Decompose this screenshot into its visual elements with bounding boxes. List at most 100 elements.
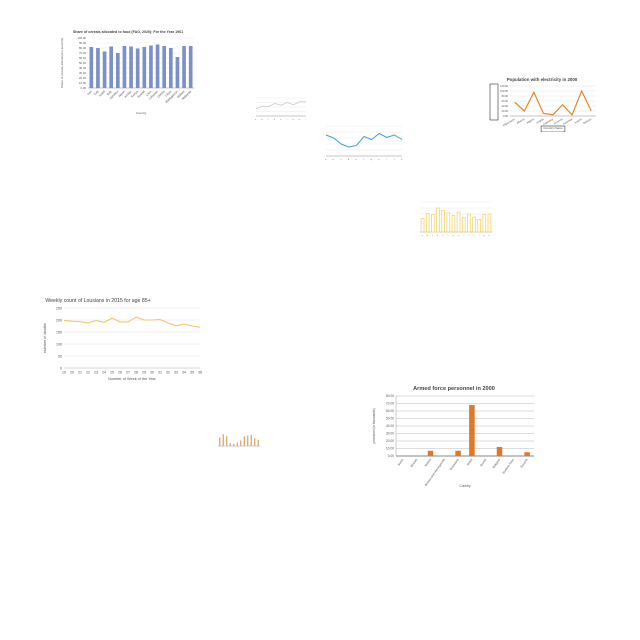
bar [142, 47, 147, 88]
y-tick-label: 90.00 [79, 41, 86, 45]
bar [496, 447, 503, 456]
bar [222, 434, 224, 446]
bar [233, 443, 235, 446]
x-tick-label: Italy [106, 89, 113, 96]
bar [155, 44, 160, 88]
y-tick-label: 40.00 [79, 66, 86, 70]
x-tick-label: c [340, 159, 342, 161]
bar [477, 218, 481, 233]
series-line [325, 132, 403, 148]
x-tick-label: 30 [150, 371, 154, 375]
x-tick-label: Japan [117, 89, 126, 98]
y-tick-label: 40.00 [386, 424, 394, 428]
x-tick-label: e [280, 119, 282, 121]
bar [175, 57, 180, 88]
y-tick-label: 20.00 [502, 109, 509, 113]
x-tick-label: k [401, 159, 403, 161]
x-tick-label: 24 [102, 371, 106, 375]
y-tick-label: 50.00 [79, 61, 86, 65]
x-tick-label: Botswana [449, 458, 460, 471]
y-tick-label: 100.00 [500, 89, 508, 93]
bar [149, 45, 153, 88]
x-tick-label: Brazil [466, 458, 474, 467]
bar [219, 437, 221, 446]
y-tick-label: 60.00 [386, 409, 394, 413]
x-tick-label: Malaysia [181, 89, 192, 100]
x-axis-label: Country Name [543, 126, 563, 130]
bar [96, 48, 100, 88]
electricity-chart: Population with electricity in 2000 0.00 2… [484, 74, 600, 132]
y-axis-label: number of deaths [43, 323, 47, 353]
y-tick-label: 40.00 [502, 104, 509, 108]
tiny-bar-chart [210, 428, 262, 450]
y-tick-label: 50 [58, 354, 62, 358]
x-tick-label: Iraq [93, 89, 100, 96]
x-tick-label: d [274, 119, 276, 121]
y-tick-label: 100.00 [77, 36, 86, 40]
y-tick-label: 100 [56, 342, 62, 346]
x-tick-label: 19 [62, 371, 66, 375]
x-tick-label: Israel [98, 89, 106, 97]
bar [461, 217, 466, 233]
x-tick-label: 33 [174, 371, 178, 375]
bar [168, 48, 173, 88]
x-tick-label: 25 [110, 371, 114, 375]
x-tick-label: Burkina Faso [501, 458, 515, 475]
bar [122, 46, 127, 88]
y-tick-label: 60.00 [502, 99, 509, 103]
x-tick-label: Afghanistan [502, 117, 516, 128]
y-axis-label: personnel (in thousands) [372, 408, 376, 443]
y-tick-label: 250 [56, 306, 62, 310]
x-tick-label: Angola [535, 117, 544, 125]
x-tick-label: Burundi [519, 458, 528, 469]
cereals-chart: Share of cereals allocated to food (FAO,… [58, 26, 198, 116]
y-tick-label: 150 [56, 330, 62, 334]
bar [129, 46, 133, 88]
y-tick-label: 80.00 [79, 46, 86, 50]
x-tick-label: Algeria [526, 117, 535, 125]
series-line [63, 316, 201, 328]
x-tick-label: a [422, 235, 424, 237]
y-tick-label: 0.00 [81, 86, 87, 90]
bar [524, 452, 530, 456]
x-tick-label: b [261, 119, 263, 121]
x-tick-label: Australia [562, 117, 573, 126]
bar [188, 46, 193, 88]
x-tick-label: 23 [94, 371, 98, 375]
y-tick-label: 80.00 [502, 94, 509, 98]
x-tick-label: g [371, 159, 373, 161]
x-tick-label: Jordan [123, 89, 133, 99]
x-tick-label: Bhutan [410, 458, 419, 468]
x-tick-label: f [363, 158, 365, 160]
x-tick-label: Bulgaria [491, 458, 501, 470]
bar [257, 439, 259, 446]
bar [109, 46, 114, 88]
x-tick-label: Benin [397, 458, 405, 467]
bar [240, 440, 242, 446]
bar [243, 436, 245, 446]
x-tick-label: Austria [574, 117, 583, 125]
armed-chart: Armed force personnel in 2000 0.00 10.00 20… [368, 382, 540, 490]
bar [229, 443, 231, 446]
bar [472, 216, 476, 233]
y-tick-label: 20.00 [386, 439, 394, 443]
chart-frame [489, 83, 499, 121]
x-axis-label-box [540, 125, 566, 132]
bar [182, 46, 186, 88]
bar [89, 47, 94, 88]
y-axis-label: Share of cereals allocated to food (%) [60, 38, 64, 88]
blue-line-chart: a b c d e f g h i j k [312, 118, 406, 172]
y-tick-label: 120.00 [500, 84, 508, 88]
y-tick-label: 70.00 [386, 402, 394, 406]
x-tick-label: i [463, 234, 465, 236]
bar [250, 434, 252, 446]
bar [431, 214, 435, 233]
bar [455, 450, 461, 456]
x-tick-label: 35 [190, 371, 194, 375]
bar [467, 213, 471, 233]
y-tick-label: 10.00 [79, 81, 86, 85]
x-tick-label: 29 [142, 371, 146, 375]
bar [420, 218, 425, 233]
